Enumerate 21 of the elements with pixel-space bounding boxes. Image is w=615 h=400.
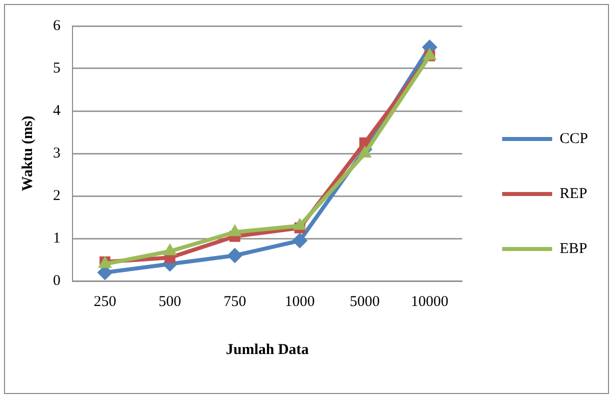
- y-tick-label: 6: [53, 18, 61, 34]
- point: [292, 233, 308, 248]
- legend-label: EBP: [560, 240, 588, 257]
- legend-label: CCP: [560, 130, 588, 147]
- y-tick-label: 4: [53, 102, 61, 119]
- point: [228, 224, 242, 236]
- y-tick-label: 1: [53, 230, 60, 246]
- x-tick-label: 500: [158, 294, 182, 310]
- y-tick-label: 2: [53, 188, 60, 204]
- legend-label: REP: [560, 186, 588, 202]
- y-tick-label: 5: [53, 60, 60, 76]
- y-axis-title: Waktu (ms): [20, 116, 36, 192]
- x-tick-label: 10000: [410, 294, 448, 310]
- y-tick-label: 0: [53, 272, 60, 289]
- y-tick-label: 3: [53, 145, 60, 162]
- x-tick-label: 5000: [350, 294, 380, 310]
- point: [227, 248, 242, 263]
- x-tick-label: 750: [224, 294, 246, 310]
- x-tick-label: 250: [94, 294, 116, 310]
- x-axis-title: Jumlah Data: [226, 342, 310, 358]
- x-tick-label: 1000: [284, 294, 315, 310]
